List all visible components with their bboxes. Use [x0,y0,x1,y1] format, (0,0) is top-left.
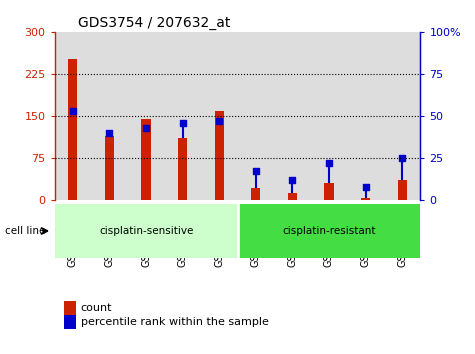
Point [142,125,150,131]
Bar [178,138,187,200]
Bar [274,32,311,200]
Point [216,118,223,124]
Bar [164,32,201,200]
Bar [215,112,224,200]
Bar [201,32,238,200]
Point [105,130,113,136]
Bar [288,193,297,200]
Bar [68,59,77,200]
Point [325,160,332,166]
Bar [128,32,164,200]
Text: percentile rank within the sample: percentile rank within the sample [81,317,269,327]
Text: cisplatin-sensitive: cisplatin-sensitive [99,226,193,236]
Text: GDS3754 / 207632_at: GDS3754 / 207632_at [78,16,231,30]
Bar [384,32,420,200]
Bar [361,198,370,200]
Bar [238,32,274,200]
Bar [105,136,114,200]
Bar [142,119,151,200]
Point [398,155,406,161]
Bar [324,183,333,200]
Point [69,108,77,114]
Bar [398,181,407,200]
Bar [238,204,420,258]
Bar [347,32,384,200]
Point [179,120,186,126]
Point [362,184,370,189]
Bar [311,32,347,200]
Point [289,177,296,183]
Bar [91,32,128,200]
Point [252,169,259,174]
Text: count: count [81,303,112,313]
Text: cell line: cell line [5,226,45,236]
Bar [55,32,91,200]
Text: cisplatin-resistant: cisplatin-resistant [282,226,376,236]
Bar [251,188,260,200]
Bar [55,204,238,258]
